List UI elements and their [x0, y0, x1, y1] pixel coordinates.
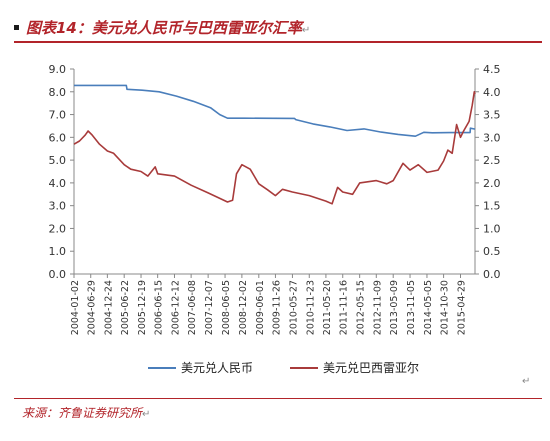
- title-divider: [14, 41, 542, 43]
- source-divider: [14, 398, 542, 399]
- left-tick-label: 8.0: [49, 86, 67, 99]
- right-tick-label: 1.5: [483, 200, 501, 213]
- x-tick-label: 2011-11-16: [339, 280, 350, 335]
- left-tick-label: 9.0: [49, 63, 67, 76]
- right-tick-label: 3.0: [483, 131, 501, 144]
- right-tick-label: 4.0: [483, 86, 501, 99]
- source-note: 来源：齐鲁证券研究所↵: [22, 406, 151, 420]
- x-tick-label: 2015-04-29: [457, 280, 468, 335]
- left-tick-label: 4.0: [49, 177, 67, 190]
- usd-cny-line: [74, 84, 476, 137]
- x-tick-label: 2011-05-20: [322, 280, 333, 335]
- right-tick-label: 4.5: [483, 63, 501, 76]
- legend-label-usd-cny: 美元兑人民币: [181, 361, 253, 375]
- x-tick-label: 2004-01-02: [70, 280, 81, 335]
- exchange-rate-chart: 0.0 1.0 2.0 3.0 4.0 5.0 6.0 7.0 8.0 9.0 0.0 0.5 1.0 1…: [49, 63, 501, 375]
- x-tick-label: 2006-12-12: [170, 280, 181, 335]
- x-tick-label: 2005-06-22: [120, 280, 131, 335]
- x-tick-label: 2007-12-07: [204, 280, 215, 335]
- left-tick-label: 2.0: [49, 222, 67, 235]
- right-tick-label: 1.0: [483, 222, 501, 235]
- left-tick-label: 6.0: [49, 131, 67, 144]
- x-tick-label: 2004-06-29: [87, 280, 98, 335]
- return-mark: ↵: [522, 376, 531, 387]
- left-tick-label: 0.0: [49, 268, 67, 281]
- x-tick-label: 2010-11-23: [305, 280, 316, 335]
- x-tick-label: 2004-12-24: [103, 280, 114, 335]
- x-tick-label: 2008-06-05: [221, 280, 232, 335]
- x-tick-label: 2008-12-02: [238, 280, 249, 335]
- usd-brl-line: [73, 91, 476, 205]
- x-tick-label: 2014-05-05: [423, 280, 434, 335]
- chart-title-bar: 图表14：美元兑人民币与巴西雷亚尔汇率↵: [14, 16, 542, 38]
- left-tick-label: 5.0: [49, 154, 67, 167]
- right-tick-label: 2.0: [483, 177, 501, 190]
- left-tick-label: 1.0: [49, 245, 67, 258]
- x-tick-label: 2007-06-08: [187, 280, 198, 335]
- left-tick-label: 3.0: [49, 200, 67, 213]
- x-tick-label: 2012-11-09: [372, 280, 383, 335]
- right-tick-label: 3.5: [483, 109, 501, 122]
- x-tick-label: 2013-11-05: [406, 280, 417, 335]
- x-tick-label: 2009-11-26: [271, 280, 282, 335]
- x-tick-label: 2005-12-19: [137, 280, 148, 335]
- right-tick-label: 2.5: [483, 154, 501, 167]
- x-tick-label: 2009-06-01: [255, 280, 266, 335]
- x-tick-label: 2013-05-09: [389, 280, 400, 335]
- x-tick-label: 2014-10-30: [440, 280, 451, 335]
- left-tick-label: 7.0: [49, 109, 67, 122]
- right-tick-label: 0.0: [483, 268, 501, 281]
- x-tick-label: 2010-05-27: [288, 280, 299, 335]
- title-bullet: [14, 25, 19, 30]
- legend-label-usd-brl: 美元兑巴西雷亚尔: [323, 360, 419, 375]
- chart-title: 图表14：美元兑人民币与巴西雷亚尔汇率↵: [26, 19, 311, 37]
- x-tick-label: 2006-06-15: [154, 280, 165, 335]
- x-tick-label: 2012-05-15: [356, 280, 367, 335]
- right-tick-label: 0.5: [483, 245, 501, 258]
